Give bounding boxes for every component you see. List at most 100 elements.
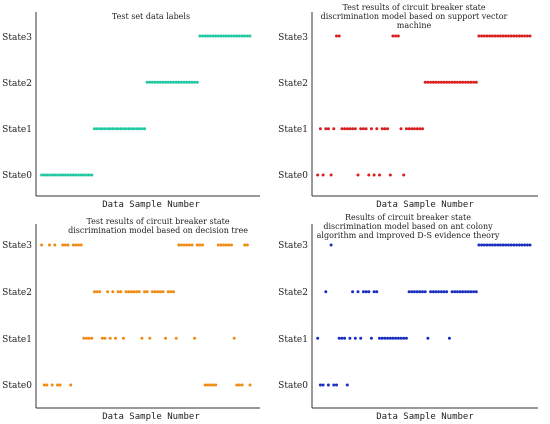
data-point <box>106 127 110 131</box>
data-point <box>525 34 529 38</box>
data-point <box>77 173 81 177</box>
data-point <box>58 173 62 177</box>
data-point <box>82 336 86 340</box>
data-point <box>172 80 175 84</box>
data-point <box>230 243 233 247</box>
data-point <box>45 173 49 177</box>
data-point <box>187 80 191 84</box>
data-point <box>426 336 430 340</box>
data-point <box>69 383 73 387</box>
data-point <box>103 127 107 131</box>
data-point <box>493 34 497 38</box>
data-point <box>240 34 244 38</box>
data-point <box>114 336 117 340</box>
data-point <box>340 336 344 340</box>
data-point <box>402 173 406 177</box>
data-point <box>135 290 139 294</box>
data-point <box>240 383 244 387</box>
data-point <box>143 290 146 294</box>
data-point <box>482 243 486 247</box>
data-point <box>164 80 168 84</box>
data-point <box>359 336 363 340</box>
data-point <box>399 127 403 131</box>
data-point <box>415 290 419 294</box>
data-point <box>407 127 411 131</box>
data-point <box>248 383 252 387</box>
data-point <box>412 290 416 294</box>
data-point <box>520 34 524 38</box>
data-point <box>42 383 46 387</box>
y-tick-label-state0: State0 <box>2 381 32 391</box>
data-point <box>124 290 128 294</box>
data-point <box>496 34 500 38</box>
data-point <box>237 383 241 387</box>
data-point <box>464 290 467 294</box>
data-point <box>383 127 387 131</box>
y-tick-label-state0: State0 <box>2 171 32 181</box>
data-point <box>222 34 226 38</box>
data-point <box>58 383 62 387</box>
data-point <box>85 336 88 340</box>
data-point <box>174 80 178 84</box>
panel-title: Test set data labels <box>112 12 190 21</box>
data-point <box>219 243 223 247</box>
data-point <box>378 173 381 177</box>
data-point <box>50 383 54 387</box>
panel-title: Test results of circuit breaker state dis… <box>321 3 508 30</box>
data-point <box>42 173 46 177</box>
y-tick-label-state3: State3 <box>278 33 308 43</box>
data-point <box>232 336 236 340</box>
data-point <box>185 80 189 84</box>
y-tick-label-state0: State0 <box>278 381 308 391</box>
x-axis-label: Data Sample Number <box>376 412 474 422</box>
data-point <box>66 243 70 247</box>
data-point <box>380 127 384 131</box>
data-point <box>71 243 75 247</box>
data-point <box>116 290 120 294</box>
data-point <box>383 336 387 340</box>
data-point <box>361 290 365 294</box>
data-point <box>248 34 252 38</box>
data-point <box>345 127 349 131</box>
chart-panel-test-set-labels: Test set data labels State3 State2 State… <box>2 12 260 210</box>
data-point <box>324 127 328 131</box>
data-point <box>169 290 173 294</box>
data-point <box>469 290 473 294</box>
data-point <box>182 243 186 247</box>
data-point <box>434 290 438 294</box>
data-point <box>364 290 368 294</box>
data-point <box>321 383 325 387</box>
data-point <box>158 80 162 84</box>
data-point <box>472 290 476 294</box>
data-point <box>464 80 467 84</box>
data-point <box>132 127 136 131</box>
data-point <box>214 383 218 387</box>
data-point <box>206 383 210 387</box>
data-point <box>74 173 78 177</box>
data-point <box>230 34 233 38</box>
data-point <box>404 127 408 131</box>
data-point <box>418 290 422 294</box>
data-point <box>498 34 502 38</box>
data-point <box>426 80 430 84</box>
data-point <box>211 34 215 38</box>
data-point <box>442 80 446 84</box>
data-point <box>351 290 355 294</box>
data-point <box>48 243 51 247</box>
data-point <box>108 127 112 131</box>
data-point <box>396 34 400 38</box>
panel-title-line-1: Test results of circuit breaker state <box>342 3 485 12</box>
data-point <box>235 383 239 387</box>
data-point <box>201 34 204 38</box>
data-point <box>100 127 104 131</box>
data-point <box>232 34 236 38</box>
data-point <box>235 34 239 38</box>
data-point <box>396 336 400 340</box>
chart-panel-ant-colony-ds: Results of circuit breaker state discrimi… <box>278 213 538 422</box>
data-point <box>450 290 454 294</box>
data-point <box>79 243 83 247</box>
data-point <box>353 336 357 340</box>
data-point <box>318 127 322 131</box>
data-point <box>166 80 170 84</box>
data-point <box>185 243 189 247</box>
